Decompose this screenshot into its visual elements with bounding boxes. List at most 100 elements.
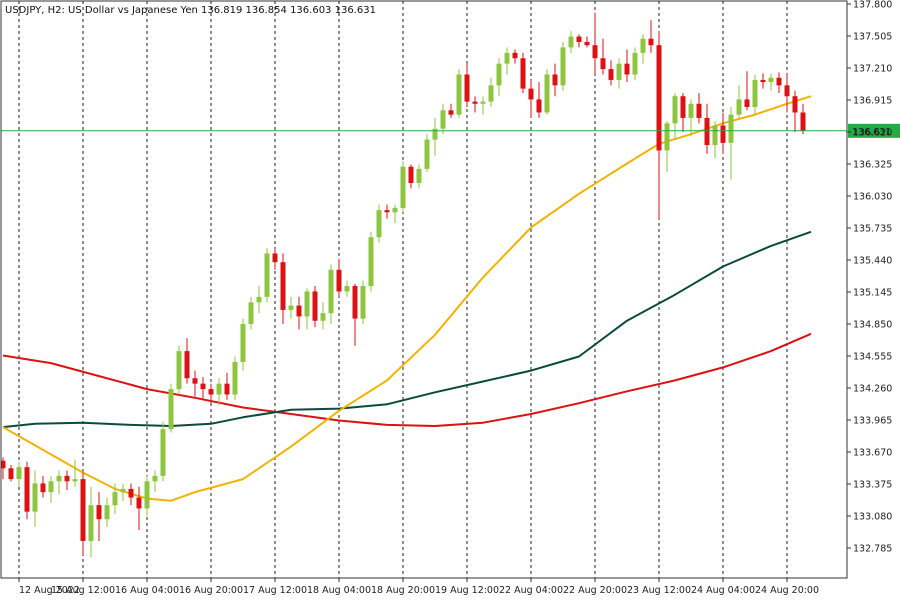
candle-body xyxy=(712,125,718,146)
candle-body xyxy=(424,139,430,169)
candle xyxy=(176,345,182,395)
candle-body xyxy=(304,291,310,317)
candle-body xyxy=(96,505,102,520)
x-tick-label: 16 Aug 20:00 xyxy=(179,585,243,596)
candle xyxy=(296,296,302,330)
candle xyxy=(544,69,550,115)
candle xyxy=(720,112,726,154)
candle xyxy=(496,58,502,97)
x-tick-label: 12 Aug 2022 xyxy=(19,585,80,596)
candle-body xyxy=(360,286,366,319)
y-tick-label: 134.260 xyxy=(853,384,892,395)
candle-body xyxy=(648,38,654,46)
candle-body xyxy=(416,168,422,183)
candle xyxy=(696,92,702,124)
candle-body xyxy=(280,262,286,310)
candle xyxy=(160,421,166,482)
x-tick-label: 15 Aug 12:00 xyxy=(51,585,115,596)
x-tick-label: 24 Aug 04:00 xyxy=(691,585,755,596)
candle-body xyxy=(512,52,518,59)
candle xyxy=(248,296,254,330)
y-tick-label: 133.965 xyxy=(853,416,892,427)
candle-body xyxy=(560,47,566,86)
candle-body xyxy=(592,45,598,59)
candle-body xyxy=(128,488,134,498)
candle xyxy=(320,302,326,330)
candle xyxy=(528,79,534,118)
candle-body xyxy=(352,286,358,319)
plot-frame xyxy=(0,0,848,579)
candle-body xyxy=(448,110,454,115)
candle xyxy=(272,248,278,270)
candle xyxy=(576,34,582,48)
candle-body xyxy=(48,481,54,493)
y-tick-label: 132.785 xyxy=(853,544,892,555)
candle-body xyxy=(184,351,190,379)
candle-body xyxy=(632,52,638,75)
candle xyxy=(304,288,310,330)
candle-body xyxy=(296,305,302,317)
y-tick-label: 134.555 xyxy=(853,352,892,363)
candle-body xyxy=(56,475,62,482)
candle-body xyxy=(192,378,198,384)
candle xyxy=(704,103,710,154)
candle-body xyxy=(32,483,38,512)
candle-body xyxy=(728,114,734,143)
candle xyxy=(592,12,598,75)
candle-body xyxy=(584,41,590,46)
candle-body xyxy=(0,460,6,469)
candle xyxy=(72,459,78,487)
candle xyxy=(0,457,6,480)
candle xyxy=(568,31,574,53)
candle xyxy=(456,69,462,118)
candle-body xyxy=(640,38,646,53)
candle xyxy=(328,264,334,324)
candle xyxy=(208,383,214,404)
candle-body xyxy=(440,110,446,129)
candle xyxy=(152,470,158,493)
candle-body xyxy=(784,85,790,97)
ma-mid-line xyxy=(2,230,812,429)
candle-body xyxy=(368,237,374,287)
candle-body xyxy=(480,101,486,104)
candle xyxy=(536,82,542,118)
y-tick-label: 135.440 xyxy=(853,256,892,267)
candle xyxy=(256,286,262,314)
x-tick-label: 24 Aug 20:00 xyxy=(755,585,819,596)
candle xyxy=(40,475,46,498)
candle xyxy=(24,461,30,520)
x-tick-label: 18 Aug 20:00 xyxy=(371,585,435,596)
candle-body xyxy=(576,36,582,42)
candle-body xyxy=(80,479,86,541)
candle-body xyxy=(272,253,278,263)
candle xyxy=(216,378,222,406)
candle-body xyxy=(624,63,630,75)
y-axis: 136.631 137.800 137.505 137.210 136.915 136.6… xyxy=(847,0,900,555)
candle-body xyxy=(208,389,214,395)
y-tick-label: 134.850 xyxy=(853,320,892,331)
candle xyxy=(800,103,806,135)
candle-body xyxy=(744,99,750,108)
candle-body xyxy=(200,383,206,390)
symbol-info-text: USDJPY, H2: US Dollar vs Japanese Yen 13… xyxy=(5,5,376,16)
candle xyxy=(128,483,134,506)
candle xyxy=(648,20,654,53)
y-tick-label: 133.080 xyxy=(853,512,892,523)
candle-body xyxy=(704,117,710,146)
candle xyxy=(384,204,390,219)
candle-body xyxy=(144,481,150,509)
candle-body xyxy=(72,479,78,482)
candle xyxy=(512,49,518,64)
moving-averages xyxy=(2,95,812,502)
candle-body xyxy=(464,74,470,102)
candle xyxy=(680,92,686,132)
price-label: 136.631 xyxy=(852,127,891,138)
candle-body xyxy=(488,85,494,102)
y-tick-label: 136.325 xyxy=(853,160,892,171)
candle xyxy=(64,470,70,490)
candle xyxy=(760,73,766,89)
y-tick-label: 137.800 xyxy=(853,0,892,11)
